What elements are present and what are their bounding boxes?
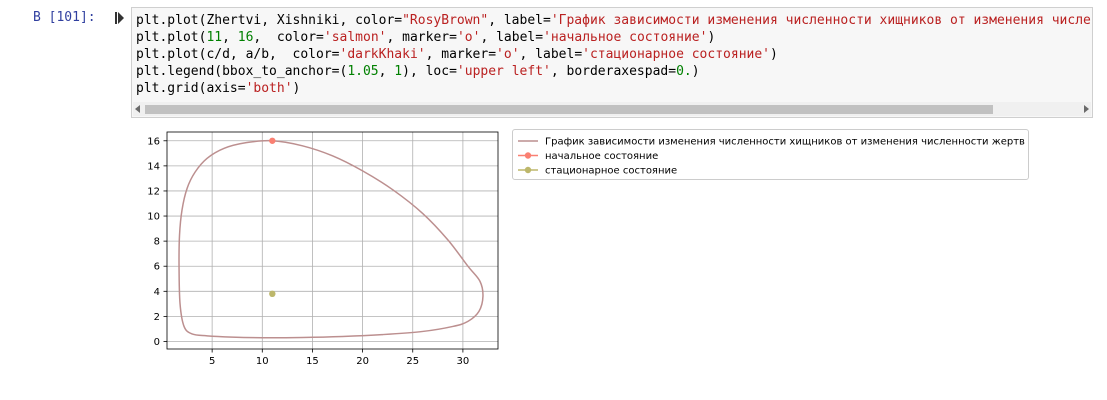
scrollbar-thumb[interactable] bbox=[145, 105, 993, 114]
axes-frame bbox=[166, 131, 499, 350]
plot-output: 5 10 15 20 25 30 0 2 4 6 8 10 12 14 16 График зависимо… bbox=[147, 129, 1029, 367]
code-line: plt.legend(bbox_to_anchor=(1.05, 1), loc… bbox=[136, 64, 700, 79]
code-token: 'both' bbox=[245, 81, 293, 96]
code-token: , bbox=[378, 64, 395, 79]
code-token: 1 bbox=[394, 64, 403, 79]
code-line: plt.plot(c/d, a/b, color='darkKhaki', ma… bbox=[136, 47, 778, 62]
code-line: plt.plot(Zhertvi, Xishniki, color="RosyB… bbox=[136, 13, 1093, 28]
x-tick-label: 15 bbox=[306, 356, 319, 367]
code-token: 'darkKhaki' bbox=[339, 47, 426, 62]
code-token: 'стационарное состояние' bbox=[582, 47, 770, 62]
code-token: , marker= bbox=[425, 47, 497, 62]
code-token: plt.plot( bbox=[136, 30, 207, 45]
axis-ticks: 5 10 15 20 25 30 0 2 4 6 8 10 12 14 16 bbox=[147, 136, 469, 367]
code-token: 0. bbox=[676, 64, 692, 79]
code-line: plt.grid(axis='both') bbox=[136, 81, 300, 96]
x-tick-label: 5 bbox=[209, 356, 215, 367]
code-token: ) bbox=[292, 81, 301, 96]
code-token: , color= bbox=[253, 30, 324, 45]
code-token: plt.grid(axis= bbox=[136, 81, 246, 96]
code-token: ) bbox=[770, 47, 778, 62]
code-block[interactable]: plt.plot(Zhertvi, Xishniki, color="RosyB… bbox=[136, 12, 1093, 97]
code-token: 'График зависимости изменения численност… bbox=[550, 13, 1093, 28]
legend-box bbox=[512, 129, 1029, 180]
code-token: , label= bbox=[488, 13, 551, 28]
code-token: 16 bbox=[237, 30, 254, 45]
y-tick-label: 4 bbox=[154, 287, 160, 298]
scroll-right-arrow-icon[interactable] bbox=[1084, 105, 1089, 113]
code-token: ) bbox=[707, 30, 716, 45]
code-token: ), loc= bbox=[402, 64, 457, 79]
code-token: 'upper left' bbox=[456, 64, 551, 79]
series-line bbox=[178, 139, 484, 339]
horizontal-scrollbar[interactable] bbox=[133, 102, 1091, 116]
legend-marker-swatch bbox=[524, 152, 532, 159]
series-point bbox=[269, 290, 276, 298]
code-token: 11 bbox=[206, 30, 223, 45]
y-tick-label: 6 bbox=[154, 262, 160, 273]
code-token: ) bbox=[691, 64, 700, 79]
legend: График зависимости изменения численности… bbox=[512, 129, 1029, 180]
run-cell-icon[interactable] bbox=[115, 11, 124, 25]
x-tick-label: 20 bbox=[356, 356, 369, 367]
code-token: plt.legend(bbox_to_anchor=( bbox=[136, 64, 348, 79]
code-token: 'начальное состояние' bbox=[543, 30, 708, 45]
y-tick-label: 0 bbox=[154, 337, 160, 348]
scroll-left-arrow-icon[interactable] bbox=[135, 105, 140, 113]
code-token: "RosyBrown" bbox=[402, 13, 489, 28]
code-token: , label= bbox=[519, 47, 583, 62]
y-tick-label: 10 bbox=[147, 212, 160, 223]
code-token: , label= bbox=[480, 30, 544, 45]
code-token: 1.05 bbox=[347, 64, 379, 79]
legend-label: График зависимости изменения численности… bbox=[545, 137, 1025, 148]
y-tick-label: 2 bbox=[154, 312, 160, 323]
code-token: , bbox=[222, 30, 238, 45]
x-tick-label: 30 bbox=[457, 356, 470, 367]
legend-marker-swatch bbox=[524, 166, 532, 174]
code-line: plt.plot(11, 16, color='salmon', marker=… bbox=[136, 30, 715, 45]
x-tick-label: 10 bbox=[256, 356, 269, 367]
code-cell-input[interactable]: plt.plot(Zhertvi, Xishniki, color="RosyB… bbox=[131, 7, 1093, 118]
code-token: 'o' bbox=[456, 30, 481, 45]
code-token: , borderaxespad= bbox=[550, 64, 677, 79]
code-token: 'o' bbox=[496, 47, 520, 62]
code-token: 'salmon' bbox=[323, 30, 387, 45]
y-tick-label: 8 bbox=[154, 237, 160, 248]
code-token: plt.plot(c/d, a/b, color= bbox=[136, 47, 340, 62]
grid-lines bbox=[167, 132, 498, 349]
y-tick-label: 12 bbox=[147, 186, 160, 197]
code-token: plt.plot(Zhertvi, Xishniki, color= bbox=[136, 13, 403, 28]
legend-label: стационарное состояние bbox=[545, 166, 677, 177]
cell-prompt: В [101]: bbox=[33, 10, 96, 25]
legend-label: начальное состояние bbox=[545, 151, 658, 162]
x-tick-label: 25 bbox=[406, 356, 419, 367]
series-point bbox=[269, 137, 276, 144]
y-tick-label: 14 bbox=[147, 161, 160, 172]
y-tick-label: 16 bbox=[147, 136, 160, 147]
chart-series bbox=[178, 137, 484, 339]
code-token: , marker= bbox=[386, 30, 457, 45]
